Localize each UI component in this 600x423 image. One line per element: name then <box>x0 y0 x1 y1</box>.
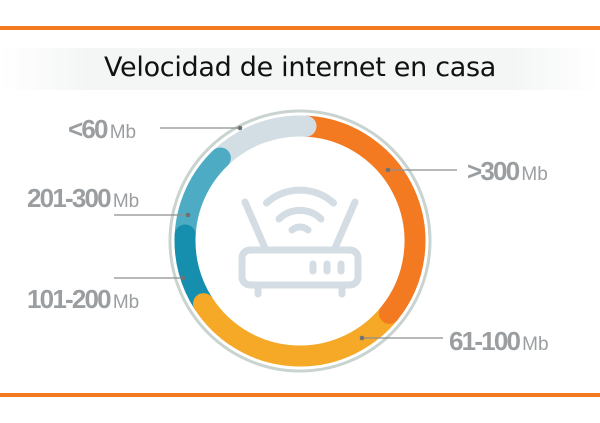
chart-title: Velocidad de internet en casa <box>103 52 497 83</box>
leader-dot <box>359 335 365 341</box>
label-value: 61-100 <box>449 326 521 356</box>
donut-segment-cap <box>174 224 196 246</box>
donut-segment-gt300 <box>305 115 426 320</box>
label-unit: Mb <box>521 164 548 185</box>
outer-ring <box>168 109 432 373</box>
leader-dot <box>185 212 191 218</box>
leader-dot <box>237 125 243 131</box>
label-value: 101-200 <box>27 284 112 314</box>
label-101-200: 101-200 Mb <box>27 284 139 315</box>
bottom-rule <box>0 393 600 397</box>
label-201-300: 201-300 Mb <box>27 183 139 214</box>
donut-segment-cap <box>193 293 215 315</box>
label-unit: Mb <box>112 292 140 313</box>
leader-dot <box>385 167 391 173</box>
label-value: >300 <box>467 156 520 186</box>
label-value: 201-300 <box>27 183 112 213</box>
label-value: <60 <box>68 114 109 144</box>
label-unit: Mb <box>522 334 549 355</box>
label-61-100: 61-100 Mb <box>449 326 549 357</box>
label-unit: Mb <box>112 191 140 212</box>
wifi-router-icon <box>238 186 362 298</box>
leader-dot <box>180 275 186 281</box>
donut-segment-cap <box>209 147 231 169</box>
donut-segment-101-200 <box>174 234 213 310</box>
donut-segment-61-100 <box>194 297 398 367</box>
donut-segment-cap <box>295 115 317 137</box>
title-band <box>0 48 600 90</box>
donut-segment-cap <box>378 302 400 324</box>
label-unit: Mb <box>109 122 137 143</box>
label-gt300: >300 Mb <box>467 156 548 187</box>
label-lt60: <60 Mb <box>68 114 136 145</box>
top-rule <box>0 26 600 30</box>
